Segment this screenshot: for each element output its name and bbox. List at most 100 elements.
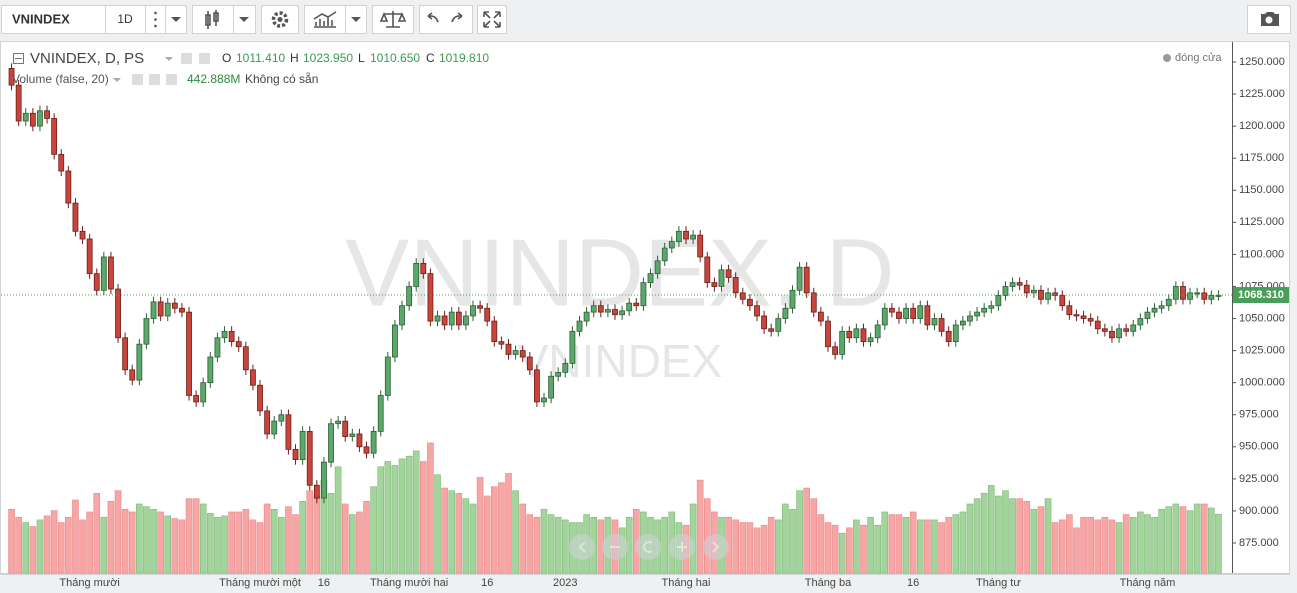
volume-bar <box>462 498 470 574</box>
volume-bar <box>356 511 363 574</box>
volume-bar <box>370 486 377 574</box>
volume-bar <box>995 495 1002 574</box>
candle-body <box>406 286 413 307</box>
candle-body <box>1144 311 1151 319</box>
candle-body <box>1038 289 1044 300</box>
chart-style-button[interactable] <box>192 5 234 34</box>
volume-bar <box>50 510 58 574</box>
volume-bar <box>853 519 860 574</box>
candle-body <box>384 356 391 396</box>
candle-body <box>1002 286 1009 296</box>
icon[interactable] <box>199 53 210 64</box>
symbol-input[interactable] <box>1 5 106 34</box>
candle-body <box>704 256 711 284</box>
volume-bar <box>313 495 321 574</box>
icon <box>483 11 501 28</box>
icon[interactable] <box>166 74 177 85</box>
candle-body <box>1158 305 1165 309</box>
x-tick-label: 16 <box>481 577 493 589</box>
candle-body <box>299 430 306 461</box>
volume-bar <box>739 522 747 574</box>
volume-bar <box>278 516 285 574</box>
candle-body <box>867 337 874 343</box>
candle-body <box>846 330 853 339</box>
volume-bar <box>810 498 818 574</box>
candle-body <box>1059 295 1066 307</box>
candle-body <box>959 320 966 326</box>
candle-body <box>874 324 881 339</box>
volume-bar <box>15 516 22 574</box>
undo-redo[interactable] <box>419 5 473 34</box>
scroll-left[interactable] <box>569 534 595 560</box>
x-tick-label: 16 <box>907 577 919 589</box>
volume-bar <box>1101 516 1109 574</box>
indicators-button[interactable] <box>304 5 346 34</box>
volume-bar <box>1151 516 1158 574</box>
candle-body <box>1016 282 1023 286</box>
volume-bar <box>363 501 370 574</box>
volume-bar <box>107 501 115 574</box>
candle-body <box>697 234 704 258</box>
scroll-right[interactable] <box>703 534 729 560</box>
volume-bar <box>874 524 881 574</box>
reset[interactable] <box>635 534 661 560</box>
candle-body <box>683 230 689 240</box>
candle-body <box>193 395 200 403</box>
volume-bar <box>1200 503 1208 574</box>
volume-bar <box>1129 516 1137 574</box>
volume-bar <box>554 516 562 574</box>
candle-body <box>967 315 973 322</box>
icon[interactable] <box>181 53 192 64</box>
candle-body <box>363 446 370 454</box>
volume-bar <box>57 522 65 574</box>
icon[interactable] <box>132 74 143 85</box>
volume-bar <box>959 511 967 574</box>
candle-body <box>285 414 292 450</box>
volume-bar <box>1016 498 1023 574</box>
interval-button[interactable] <box>105 5 146 34</box>
volume-bar <box>512 490 519 574</box>
volume-bar <box>199 503 207 574</box>
plot-area <box>0 41 1290 575</box>
volume-bar <box>434 474 441 574</box>
volume-bar <box>405 455 413 574</box>
candle-body <box>477 305 484 309</box>
volume-bar <box>136 503 143 574</box>
volume-bar <box>789 508 796 574</box>
volume-bar <box>838 532 846 574</box>
volume-bar <box>924 519 931 574</box>
candle-body <box>349 433 356 437</box>
volume-bar <box>384 461 392 574</box>
candle-body <box>1109 330 1115 339</box>
fullscreen-button[interactable] <box>477 5 507 34</box>
candle-body <box>278 414 285 422</box>
icon[interactable] <box>149 74 160 85</box>
candle-body <box>129 369 136 381</box>
last-price-label: 1068.310 <box>1238 289 1284 301</box>
candle-body <box>825 320 831 348</box>
volume-bar <box>1208 507 1215 574</box>
candle-body <box>1208 295 1215 300</box>
volume-bar <box>221 515 228 574</box>
candle-body <box>612 309 618 316</box>
candle-body <box>150 301 157 319</box>
y-tick-label: 1100.000 <box>1239 248 1284 260</box>
candle-body <box>888 307 895 313</box>
candle-body <box>1215 295 1222 297</box>
candle-body <box>1194 292 1201 295</box>
candle-body <box>29 112 36 127</box>
candle-body <box>37 110 43 127</box>
y-tick-label: 1200.000 <box>1239 120 1285 132</box>
volume-bar <box>455 493 463 574</box>
candle-body <box>321 461 327 499</box>
candle-body <box>754 305 760 317</box>
volume-bar <box>1179 506 1187 574</box>
volume-bar <box>306 490 314 574</box>
x-tick-label: Tháng hai <box>662 577 711 589</box>
high-label: H <box>290 51 299 65</box>
candle-body <box>739 292 746 300</box>
candle-layer <box>8 63 1222 504</box>
volume-bar <box>72 499 79 574</box>
candle-body <box>974 311 980 317</box>
candle-body <box>498 341 505 345</box>
